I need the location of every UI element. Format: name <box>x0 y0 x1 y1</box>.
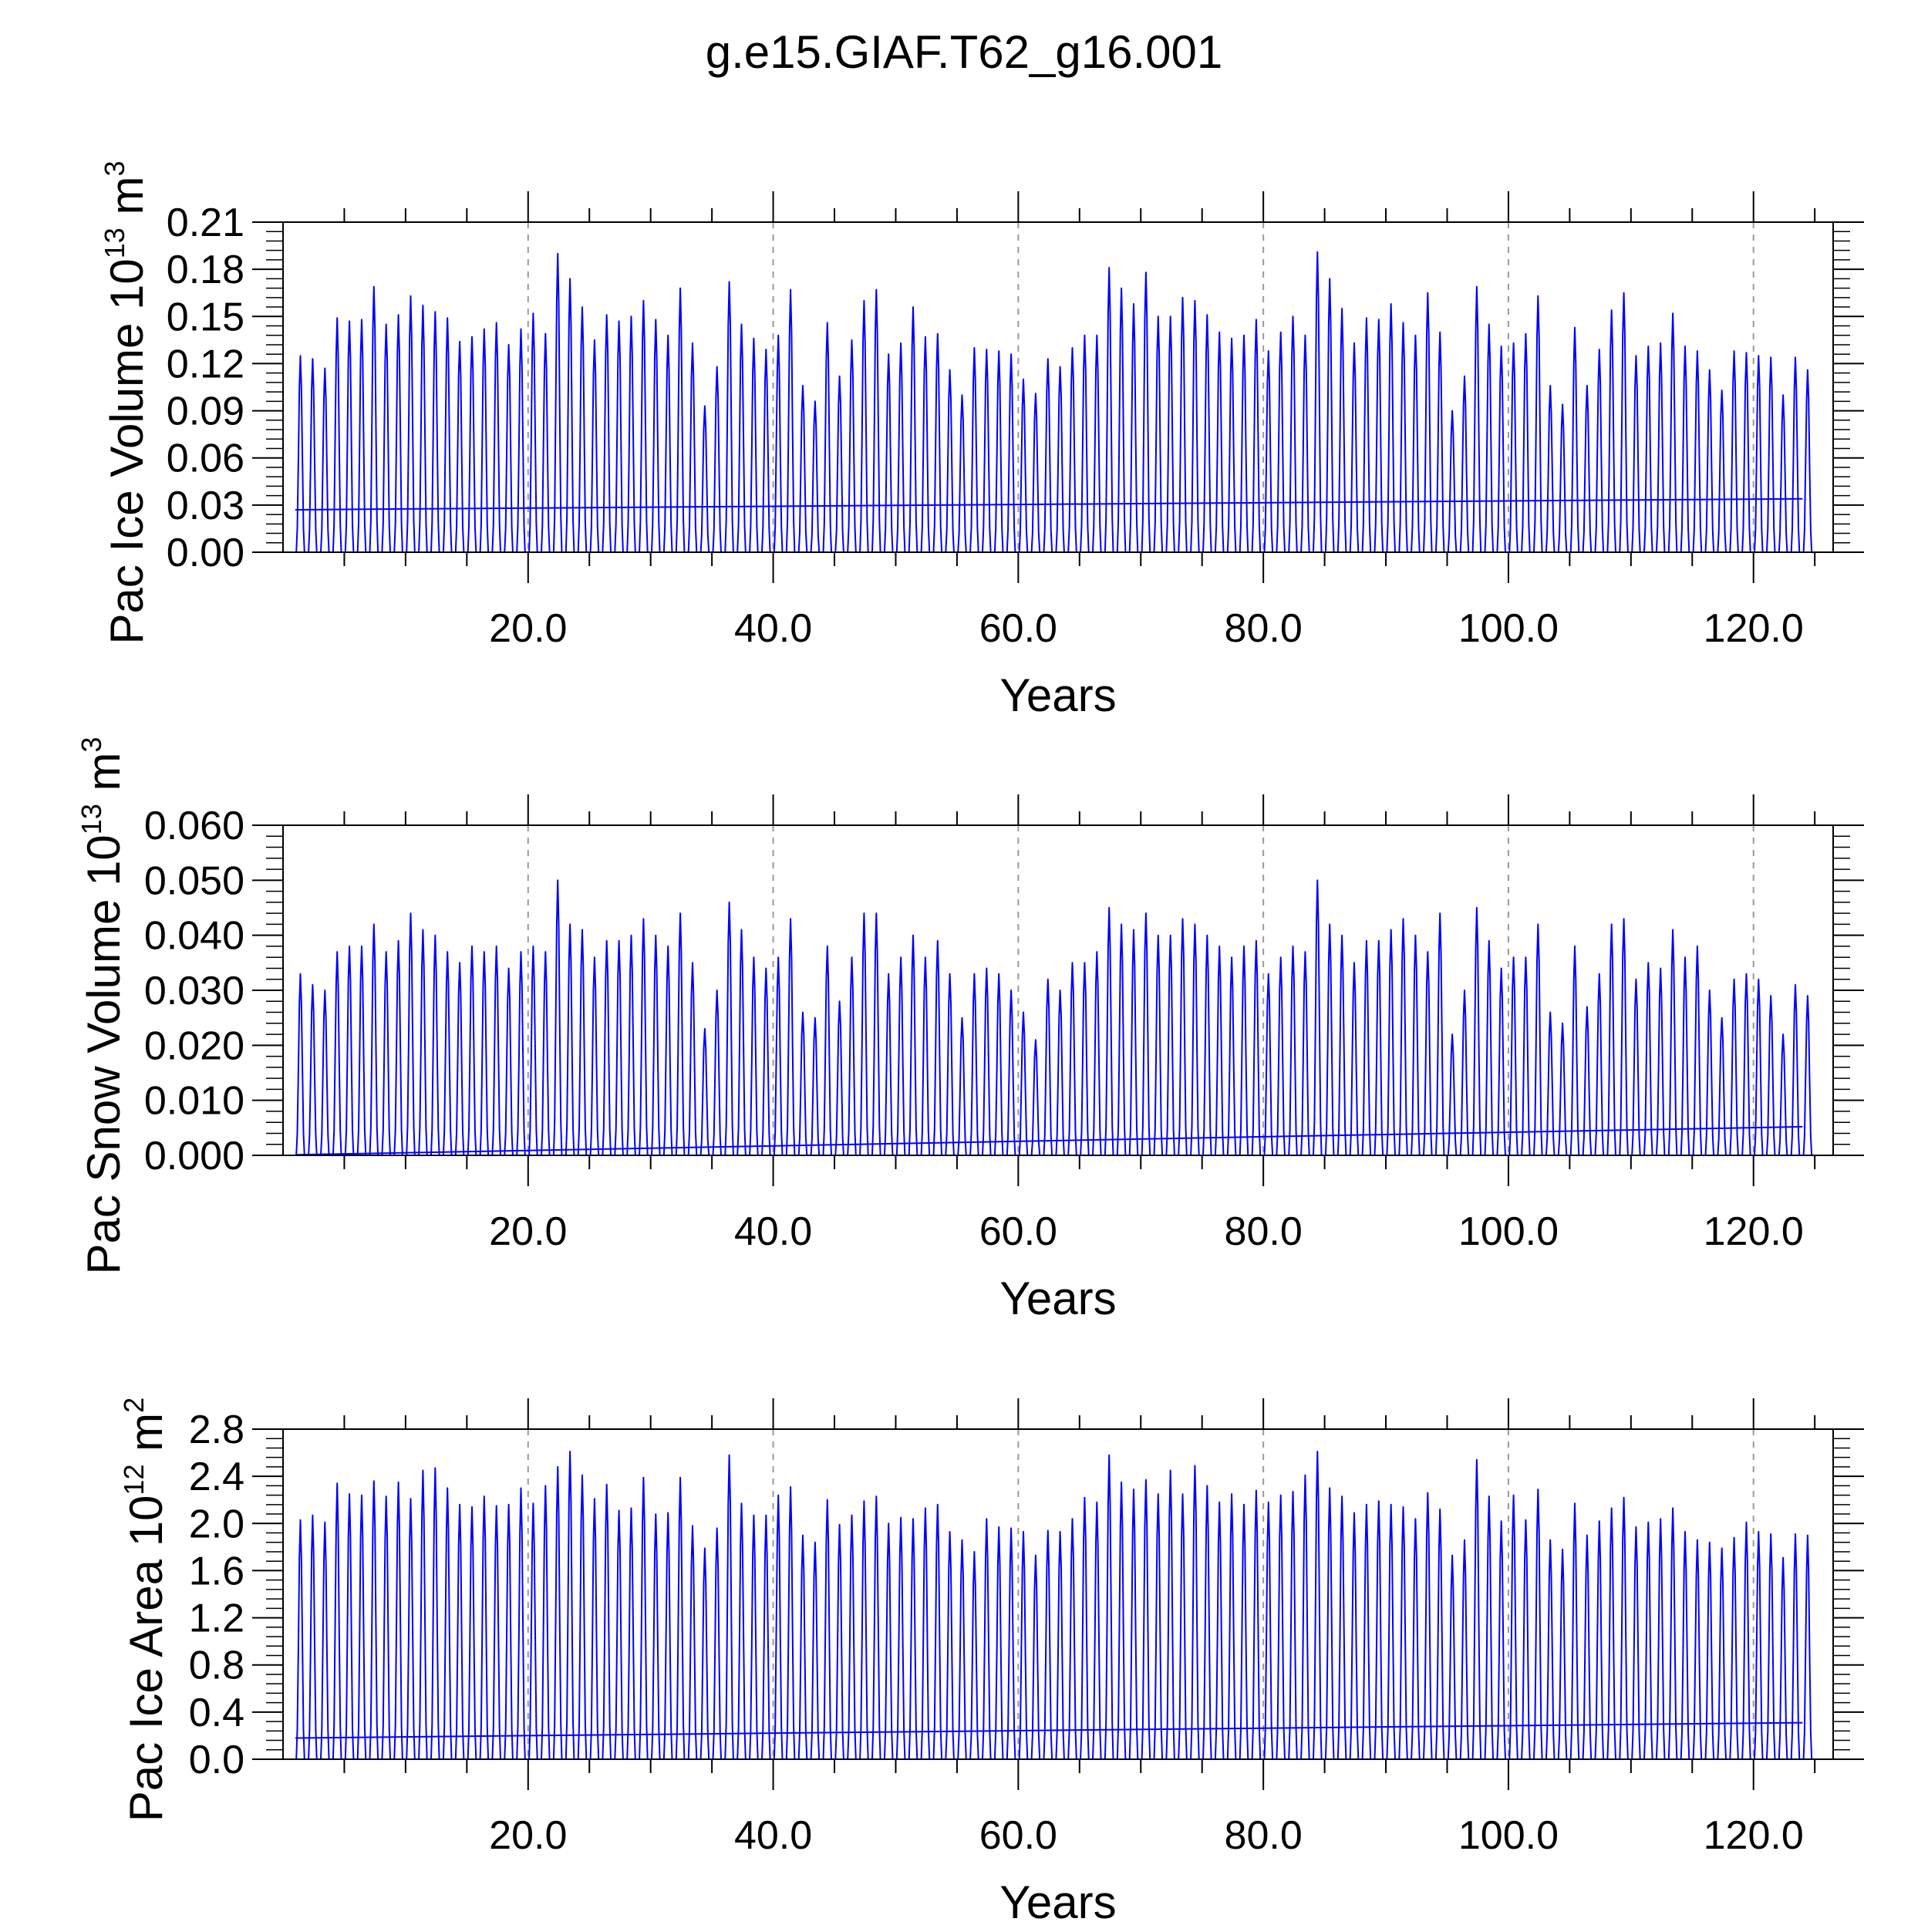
x-tick-label: 60.0 <box>979 1813 1057 1858</box>
y-tick-label: 0.15 <box>167 295 244 339</box>
x-tick-labels: 20.0 40.0 60.0 80.0 100.0 120.0 <box>489 1813 1804 1858</box>
y-tick-label: 1.2 <box>189 1597 244 1641</box>
y-tick-label: 0.00 <box>167 531 244 575</box>
plot-border <box>282 1428 1834 1760</box>
x-tick-label: 20.0 <box>489 1209 567 1254</box>
y-axis-label: Pac Snow Volume 1013 m3 <box>76 737 130 1274</box>
seasonal-cycle-line <box>295 1451 1814 1760</box>
x-tick-label: 40.0 <box>734 1813 812 1858</box>
y-tick-labels: 0.000 0.010 0.020 0.030 0.040 0.050 0.060 <box>144 804 244 1178</box>
y-axis-label-unit: m <box>120 1413 172 1465</box>
x-tick-label: 40.0 <box>734 1209 812 1254</box>
y-axis-label-exponent: 13 <box>76 804 107 835</box>
y-axis-label-exponent: 13 <box>99 228 130 258</box>
axis-ticks <box>252 1398 1864 1790</box>
y-tick-label: 0.010 <box>144 1079 244 1124</box>
x-tick-label: 120.0 <box>1704 1813 1804 1858</box>
y-tick-label: 0.000 <box>144 1134 244 1178</box>
panel-ice-area: 20.0 40.0 60.0 80.0 100.0 120.0 0.00.40.81.21… <box>118 1398 1864 1928</box>
x-tick-label: 40.0 <box>734 606 812 651</box>
x-tick-label: 80.0 <box>1225 1209 1303 1254</box>
y-tick-label: 0.09 <box>167 389 244 434</box>
snow-volume-series <box>295 879 1814 1156</box>
trend-line <box>295 497 1803 511</box>
y-axis-label-exponent: 12 <box>118 1465 150 1495</box>
y-tick-label: 0.4 <box>189 1691 244 1735</box>
axis-ticks <box>252 794 1864 1186</box>
x-tick-label: 100.0 <box>1458 1209 1559 1254</box>
panel-ice-volume: 20.0 40.0 60.0 80.0 100.0 120.0 0.000.030.060… <box>99 160 1864 721</box>
x-tick-label: 120.0 <box>1704 1209 1804 1254</box>
x-tick-label: 80.0 <box>1225 606 1303 651</box>
axis-ticks <box>252 191 1864 583</box>
y-tick-labels: 0.00.40.81.21.62.02.42.8 <box>189 1408 244 1782</box>
y-axis-label: Pac Ice Volume 1013 m3 <box>99 160 153 644</box>
x-gridlines <box>527 1429 1754 1759</box>
y-tick-label: 0.8 <box>189 1644 244 1688</box>
x-axis-label: Years <box>999 669 1116 721</box>
ice-volume-series <box>295 251 1814 553</box>
trend-line <box>295 1721 1803 1739</box>
y-axis-label-main: Pac Snow Volume 10 <box>78 835 130 1274</box>
y-tick-label: 0.21 <box>167 201 244 245</box>
figure-title: g.e15.GIAF.T62_g16.001 <box>706 26 1223 78</box>
y-axis-label-main: Pac Ice Volume 10 <box>101 258 153 644</box>
y-axis-label-main: Pac Ice Area 10 <box>120 1495 172 1822</box>
y-axis-label-unit: m <box>101 177 153 228</box>
y-tick-label: 0.03 <box>167 484 244 528</box>
y-tick-label: 2.8 <box>189 1408 244 1452</box>
plot-frame <box>282 1428 1834 1760</box>
y-tick-label: 2.4 <box>189 1455 244 1499</box>
y-axis-label-unit-exponent: 3 <box>99 160 130 176</box>
x-tick-labels: 20.0 40.0 60.0 80.0 100.0 120.0 <box>489 606 1804 651</box>
x-tick-label: 100.0 <box>1458 1813 1559 1858</box>
plot-border <box>282 221 1834 553</box>
x-gridlines <box>527 825 1754 1155</box>
x-tick-label: 60.0 <box>979 1209 1057 1254</box>
x-tick-label: 20.0 <box>489 606 567 651</box>
y-tick-label: 0.06 <box>167 437 244 481</box>
y-tick-label: 0.0 <box>189 1738 244 1782</box>
seasonal-cycle-line <box>295 879 1814 1156</box>
x-tick-labels: 20.0 40.0 60.0 80.0 100.0 120.0 <box>489 1209 1804 1254</box>
trend-line <box>295 1125 1803 1156</box>
y-axis-label: Pac Ice Area 1012 m2 <box>118 1398 172 1822</box>
y-axis-label-unit-exponent: 2 <box>118 1398 150 1413</box>
y-axis-label-unit: m <box>78 752 130 804</box>
y-tick-label: 0.050 <box>144 858 244 903</box>
y-tick-label: 0.030 <box>144 969 244 1013</box>
y-tick-label: 0.040 <box>144 914 244 959</box>
panel-snow-volume: 20.0 40.0 60.0 80.0 100.0 120.0 0.0000.0100.0… <box>76 737 1864 1324</box>
x-axis-label: Years <box>999 1273 1116 1324</box>
y-tick-label: 0.020 <box>144 1023 244 1068</box>
x-tick-label: 20.0 <box>489 1813 567 1858</box>
x-axis-label: Years <box>999 1876 1116 1928</box>
y-tick-label: 0.060 <box>144 804 244 848</box>
ice-area-series <box>295 1451 1814 1760</box>
x-gridlines <box>527 222 1754 552</box>
y-tick-label: 0.18 <box>167 248 244 292</box>
plot-frame <box>282 221 1834 553</box>
x-tick-label: 100.0 <box>1458 606 1559 651</box>
y-tick-labels: 0.000.030.060.090.120.150.180.21 <box>167 201 244 575</box>
y-tick-label: 0.12 <box>167 342 244 386</box>
y-tick-label: 2.0 <box>189 1502 244 1546</box>
x-tick-label: 120.0 <box>1704 606 1804 651</box>
x-tick-label: 60.0 <box>979 606 1057 651</box>
seasonal-cycle-line <box>295 251 1814 553</box>
x-tick-label: 80.0 <box>1225 1813 1303 1858</box>
y-tick-label: 1.6 <box>189 1549 244 1593</box>
y-axis-label-unit-exponent: 3 <box>76 737 107 752</box>
